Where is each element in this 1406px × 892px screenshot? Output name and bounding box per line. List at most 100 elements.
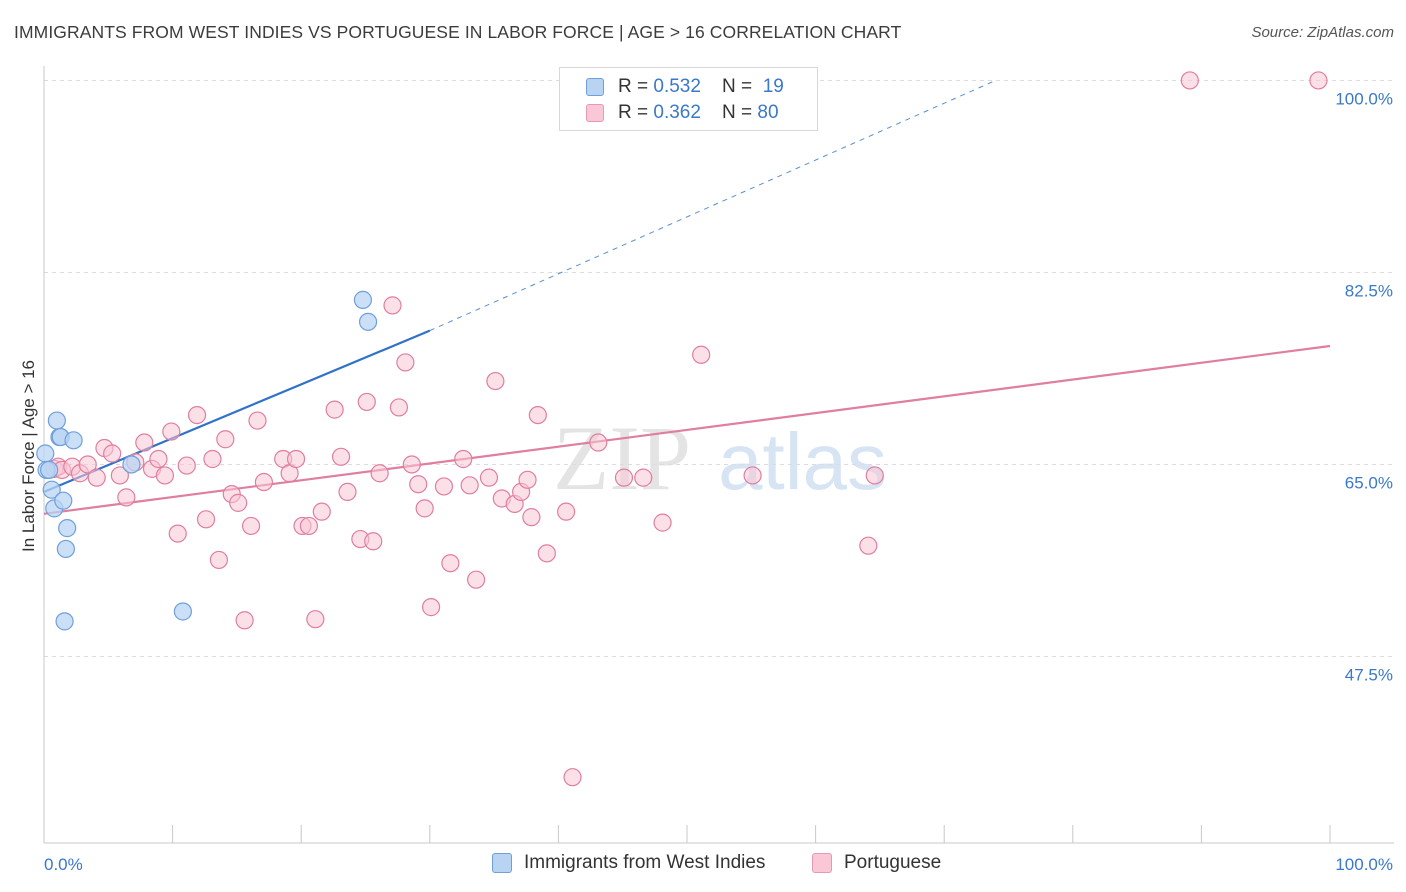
portuguese-point bbox=[364, 532, 383, 551]
west-indies-point bbox=[36, 444, 55, 463]
portuguese-point bbox=[229, 493, 248, 512]
portuguese-point bbox=[241, 516, 261, 536]
label-layer: 47.5% 65.0% 82.5% 100.0% 0.0% 100.0% In Labor … bbox=[19, 89, 1393, 874]
west-indies-point bbox=[56, 539, 75, 559]
portuguese-point bbox=[441, 554, 460, 573]
portuguese-point bbox=[486, 371, 505, 391]
stats-legend: R = 0.532 N = 19 R = 0.362 N = 80 bbox=[559, 67, 818, 131]
portuguese-point bbox=[589, 433, 608, 452]
portuguese-point bbox=[177, 456, 196, 475]
portuguese-point bbox=[634, 468, 653, 487]
portuguese-point bbox=[859, 536, 878, 555]
portuguese-point bbox=[370, 464, 389, 483]
y-axis-title: In Labor Force | Age > 16 bbox=[19, 360, 38, 552]
watermark-atlas: atlas bbox=[718, 417, 887, 506]
west-indies-point bbox=[42, 480, 61, 499]
portuguese-point bbox=[162, 422, 181, 441]
portuguese-point bbox=[743, 466, 762, 485]
n-value: 80 bbox=[757, 102, 779, 123]
y-tick-label: 100.0% bbox=[1335, 89, 1393, 108]
portuguese-swatch bbox=[586, 104, 604, 122]
portuguese-point bbox=[78, 455, 97, 474]
portuguese-point bbox=[135, 433, 154, 452]
x-tick-label-max: 100.0% bbox=[1335, 855, 1393, 874]
portuguese-point bbox=[402, 455, 421, 474]
portuguese-point bbox=[325, 400, 344, 419]
r-label: R = bbox=[618, 102, 654, 123]
west-indies-point bbox=[40, 460, 59, 480]
chart-title: IMMIGRANTS FROM WEST INDIES VS PORTUGUES… bbox=[14, 22, 902, 42]
points-layer bbox=[36, 71, 1328, 787]
portuguese-point bbox=[331, 447, 351, 466]
series-legend: Immigrants from West Indies Portuguese bbox=[0, 852, 1406, 876]
portuguese-point bbox=[87, 468, 106, 487]
y-tick-label: 47.5% bbox=[1345, 665, 1393, 684]
west-indies-point bbox=[55, 612, 74, 631]
portuguese-point bbox=[216, 430, 235, 449]
portuguese-point bbox=[209, 550, 228, 570]
n-label: N = bbox=[722, 76, 758, 97]
watermark-zip: ZIP bbox=[553, 407, 691, 509]
portuguese-point bbox=[155, 466, 174, 485]
grid-layer bbox=[44, 79, 1394, 657]
n-label: N = bbox=[722, 102, 758, 123]
stats-text-west-indies: R = 0.532 N = 19 bbox=[618, 76, 784, 98]
west-indies-trend-line bbox=[43, 329, 431, 493]
portuguese-point bbox=[537, 544, 556, 563]
portuguese-point bbox=[614, 468, 634, 487]
portuguese-legend-swatch bbox=[812, 853, 832, 873]
portuguese-point bbox=[460, 476, 479, 495]
west-indies-point bbox=[64, 431, 83, 450]
r-value: 0.362 bbox=[653, 102, 701, 123]
n-value: 19 bbox=[762, 76, 784, 97]
portuguese-point bbox=[479, 468, 499, 487]
portuguese-point bbox=[299, 516, 319, 536]
portuguese-point bbox=[1180, 71, 1199, 90]
portuguese-point bbox=[110, 466, 129, 485]
portuguese-point bbox=[865, 466, 884, 485]
portuguese-point bbox=[1309, 71, 1328, 90]
portuguese-point bbox=[557, 502, 576, 521]
portuguese-point bbox=[409, 475, 428, 494]
portuguese-point bbox=[383, 296, 402, 315]
portuguese-point bbox=[415, 499, 434, 518]
portuguese-point bbox=[518, 470, 537, 489]
portuguese-point bbox=[653, 513, 672, 532]
portuguese-point bbox=[454, 449, 473, 469]
portuguese-point bbox=[312, 502, 331, 521]
west-indies-trend-extension bbox=[429, 80, 996, 332]
west-indies-point bbox=[47, 411, 66, 430]
portuguese-point bbox=[466, 570, 486, 589]
portuguese-point bbox=[563, 768, 582, 787]
portuguese-point bbox=[528, 405, 547, 425]
portuguese-point bbox=[286, 449, 306, 469]
west-indies-point bbox=[54, 491, 73, 510]
legend-label-portuguese: Portuguese bbox=[844, 852, 942, 873]
west-indies-point bbox=[358, 312, 378, 331]
portuguese-point bbox=[235, 611, 254, 630]
source-label: Source: ZipAtlas.com bbox=[1251, 24, 1394, 41]
portuguese-point bbox=[103, 444, 122, 463]
portuguese-point bbox=[248, 411, 267, 430]
portuguese-point bbox=[168, 524, 187, 543]
portuguese-point bbox=[203, 449, 222, 469]
y-tick-label: 82.5% bbox=[1345, 281, 1393, 300]
portuguese-point bbox=[149, 449, 168, 469]
y-tick-label: 65.0% bbox=[1345, 473, 1393, 492]
portuguese-point bbox=[357, 392, 376, 412]
west-indies-swatch bbox=[586, 78, 604, 96]
west-indies-point bbox=[58, 519, 77, 538]
portuguese-point bbox=[196, 510, 216, 529]
portuguese-point bbox=[187, 405, 207, 425]
x-tick-label-min: 0.0% bbox=[44, 855, 83, 874]
portuguese-point bbox=[692, 345, 711, 364]
west-indies-point bbox=[353, 290, 373, 309]
west-indies-point bbox=[173, 602, 192, 621]
west-indies-point bbox=[122, 455, 141, 474]
portuguese-point bbox=[522, 508, 541, 527]
legend-label-west-indies: Immigrants from West Indies bbox=[524, 852, 766, 873]
portuguese-point bbox=[396, 353, 415, 372]
portuguese-point bbox=[434, 477, 454, 496]
west-indies-legend-swatch bbox=[492, 853, 512, 873]
